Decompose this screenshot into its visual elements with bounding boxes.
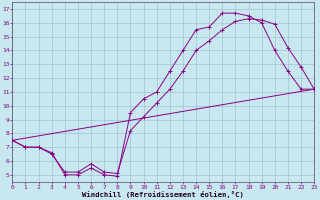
X-axis label: Windchill (Refroidissement éolien,°C): Windchill (Refroidissement éolien,°C) <box>82 191 244 198</box>
